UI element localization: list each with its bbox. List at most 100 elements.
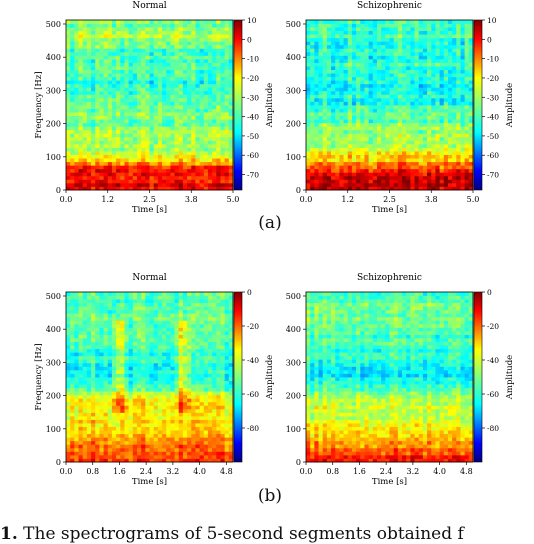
spectrogram-cell bbox=[79, 416, 84, 420]
spectrogram-cell bbox=[225, 434, 230, 438]
spectrogram-cell bbox=[204, 77, 209, 81]
spectrogram-cell bbox=[79, 398, 84, 402]
spectrogram-cell bbox=[208, 87, 213, 91]
spectrogram-cell bbox=[70, 48, 75, 52]
spectrogram-cell bbox=[179, 91, 184, 95]
spectrogram-cell bbox=[137, 388, 142, 392]
spectrogram-cell bbox=[120, 444, 125, 448]
spectrogram-cell bbox=[79, 73, 84, 77]
spectrogram-cell bbox=[124, 427, 129, 431]
spectrogram-cell bbox=[191, 20, 196, 24]
spectrogram-cell bbox=[191, 377, 196, 381]
spectrogram-cell bbox=[369, 116, 374, 120]
spectrogram-cell bbox=[120, 63, 125, 67]
spectrogram-cell bbox=[112, 448, 117, 452]
spectrogram-cell bbox=[452, 158, 457, 162]
spectrogram-cell bbox=[373, 84, 378, 88]
spectrogram-cell bbox=[208, 388, 213, 392]
spectrogram-cell bbox=[440, 169, 445, 173]
spectrogram-cell bbox=[116, 140, 121, 144]
spectrogram-cell bbox=[348, 55, 353, 59]
spectrogram-cell bbox=[154, 444, 159, 448]
spectrogram-cell bbox=[456, 155, 461, 159]
spectrogram-cell bbox=[179, 119, 184, 123]
spectrogram-cell bbox=[212, 73, 217, 77]
spectrogram-cell bbox=[390, 87, 395, 91]
spectrogram-cell bbox=[66, 179, 71, 183]
spectrogram-cell bbox=[360, 165, 365, 169]
spectrogram-cell bbox=[112, 176, 117, 180]
spectrogram-cells bbox=[66, 292, 233, 462]
spectrogram-cell bbox=[99, 140, 104, 144]
spectrogram-cell bbox=[406, 140, 411, 144]
spectrogram-cell bbox=[335, 63, 340, 67]
spectrogram-cell bbox=[195, 388, 200, 392]
spectrogram-cell bbox=[74, 381, 79, 385]
spectrogram-cell bbox=[348, 77, 353, 81]
spectrogram-cell bbox=[91, 130, 96, 134]
spectrogram-cell bbox=[137, 80, 142, 84]
spectrogram-cell bbox=[204, 87, 209, 91]
spectrogram-cell bbox=[204, 176, 209, 180]
spectrogram-cell bbox=[385, 98, 390, 102]
spectrogram-cell bbox=[212, 144, 217, 148]
spectrogram-cell bbox=[220, 48, 225, 52]
spectrogram-cell bbox=[108, 381, 113, 385]
spectrogram-cell bbox=[369, 27, 374, 31]
spectrogram-cell bbox=[145, 119, 150, 123]
spectrogram-cell bbox=[444, 87, 449, 91]
spectrogram-cell bbox=[91, 140, 96, 144]
spectrogram-cell bbox=[108, 451, 113, 455]
spectrogram-cell bbox=[314, 130, 319, 134]
spectrogram-cell bbox=[423, 151, 428, 155]
spectrogram-cell bbox=[187, 176, 192, 180]
spectrogram-cell bbox=[319, 73, 324, 77]
spectrogram-cell bbox=[344, 158, 349, 162]
spectrogram-cell bbox=[465, 101, 470, 105]
spectrogram-cell bbox=[141, 55, 146, 59]
spectrogram-cell bbox=[187, 430, 192, 434]
spectrogram-cell bbox=[99, 179, 104, 183]
spectrogram-cell bbox=[319, 126, 324, 130]
spectrogram-cell bbox=[95, 140, 100, 144]
spectrogram-cell bbox=[410, 84, 415, 88]
spectrogram-cell bbox=[364, 20, 369, 24]
spectrogram-cell bbox=[381, 109, 386, 113]
spectrogram-cell bbox=[208, 27, 213, 31]
spectrogram-cell bbox=[137, 162, 142, 166]
spectrogram-cell bbox=[360, 179, 365, 183]
spectrogram-cell bbox=[141, 27, 146, 31]
spectrogram-cell bbox=[440, 130, 445, 134]
spectrogram-cell bbox=[154, 63, 159, 67]
spectrogram-cell bbox=[406, 126, 411, 130]
spectrogram-cell bbox=[319, 162, 324, 166]
spectrogram-cell bbox=[419, 148, 424, 152]
spectrogram-cell bbox=[327, 66, 332, 70]
spectrogram-cell bbox=[448, 148, 453, 152]
spectrogram-cell bbox=[124, 176, 129, 180]
spectrogram-cell bbox=[200, 169, 205, 173]
spectrogram-cell bbox=[116, 384, 121, 388]
spectrogram-cell bbox=[104, 370, 109, 374]
spectrogram-cell bbox=[373, 38, 378, 42]
spectrogram-cell bbox=[79, 38, 84, 42]
spectrogram-cell bbox=[91, 84, 96, 88]
spectrogram-cell bbox=[406, 27, 411, 31]
spectrogram-cell bbox=[112, 116, 117, 120]
spectrogram-cell bbox=[129, 148, 134, 152]
spectrogram-cell bbox=[200, 101, 205, 105]
spectrogram-cell bbox=[344, 98, 349, 102]
spectrogram-cell bbox=[166, 77, 171, 81]
spectrogram-cell bbox=[83, 116, 88, 120]
spectrogram-cell bbox=[183, 101, 188, 105]
spectrogram-cell bbox=[129, 123, 134, 127]
spectrogram-cell bbox=[352, 140, 357, 144]
spectrogram-cell bbox=[331, 151, 336, 155]
spectrogram-cell bbox=[319, 48, 324, 52]
spectrogram-cell bbox=[175, 91, 180, 95]
spectrogram-cell bbox=[129, 377, 134, 381]
spectrogram-cell bbox=[331, 70, 336, 74]
spectrogram-cell bbox=[348, 158, 353, 162]
spectrogram-cell bbox=[137, 52, 142, 56]
spectrogram-cell bbox=[120, 52, 125, 56]
